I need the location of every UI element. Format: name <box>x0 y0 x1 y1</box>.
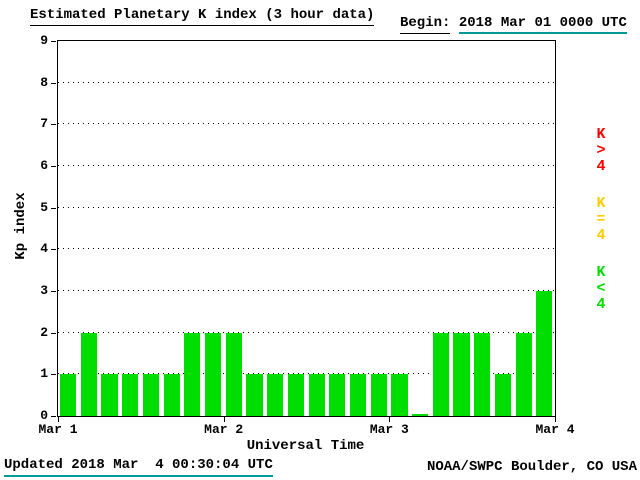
gridline <box>58 165 555 166</box>
legend-K-gt-4: K >4 <box>596 126 606 175</box>
kp-bar <box>329 374 346 416</box>
gridline <box>58 373 555 375</box>
x-tick-mark <box>58 417 59 422</box>
kp-bar <box>412 413 429 416</box>
gridline <box>58 206 555 208</box>
y-tick-label: 0 <box>40 408 48 423</box>
kp-bar <box>453 332 470 416</box>
kp-bar <box>267 374 284 416</box>
y-tick-label: 6 <box>40 158 48 173</box>
y-tick-mark <box>51 416 56 417</box>
kp-bar <box>287 374 304 416</box>
y-tick-label: 8 <box>40 74 48 90</box>
x-tick-label: Mar 1 <box>38 422 78 437</box>
kp-bar <box>432 332 449 416</box>
kp-bar <box>225 332 242 416</box>
kp-bar <box>474 332 491 416</box>
y-tick-mark <box>51 166 56 167</box>
x-axis-label: Universal Time <box>246 438 365 454</box>
y-tick-mark <box>51 291 56 292</box>
y-tick-mark <box>51 124 56 126</box>
kp-bar <box>494 374 512 416</box>
gridline <box>58 123 555 125</box>
x-tick-mark <box>223 417 225 422</box>
kp-bar <box>246 374 263 416</box>
kp-bar <box>184 332 201 416</box>
y-tick-label: 1 <box>40 366 48 382</box>
y-tick-label: 2 <box>40 324 48 340</box>
y-tick-label: 7 <box>40 116 48 132</box>
y-tick-mark <box>51 207 56 209</box>
y-tick-label: 5 <box>40 199 48 215</box>
kp-bar <box>515 332 532 416</box>
kp-bar <box>80 332 97 416</box>
kp-bar <box>142 374 160 416</box>
x-tick-label: Mar 2 <box>204 422 244 437</box>
legend-K-eq-4: K = 4 <box>596 195 606 244</box>
begin-value: 2018 Mar 01 0000 UTC <box>458 15 627 34</box>
gridline <box>58 331 555 333</box>
kp-bar <box>308 374 325 416</box>
kp-bar <box>204 332 222 416</box>
y-tick-mark <box>51 82 56 84</box>
kp-bar <box>536 291 553 416</box>
kp-bar <box>391 374 408 416</box>
updated-timestamp: Updated 2018 Mar 4 00:30:04 UTC <box>4 457 273 477</box>
y-tick-mark <box>51 374 56 376</box>
begin-label: Begin: <box>400 15 451 34</box>
x-tick-mark <box>389 417 391 422</box>
y-axis-label: Kp index <box>13 192 29 260</box>
kp-bar <box>370 374 387 416</box>
y-tick-mark <box>51 249 56 251</box>
y-tick-mark <box>51 41 56 42</box>
y-tick-label: 9 <box>40 33 48 48</box>
legend: K >4 K = 4 K <4 <box>592 127 610 313</box>
y-tick-label: 3 <box>40 283 48 298</box>
begin-line: Begin: 2018 Mar 01 0000 UTC <box>400 15 627 34</box>
x-tick-label: Mar 3 <box>369 422 409 437</box>
gridline <box>58 290 555 291</box>
kp-bar <box>101 374 118 416</box>
legend-K-lt-4: K <4 <box>596 264 606 313</box>
chart-title: Estimated Planetary K index (3 hour data… <box>30 7 375 26</box>
kp-bar <box>349 374 367 416</box>
kp-bar <box>60 374 77 416</box>
y-tick-mark <box>51 332 56 334</box>
x-tick-mark <box>555 417 556 422</box>
gridline <box>58 81 555 83</box>
credit-text: NOAA/SWPC Boulder, CO USA <box>426 459 637 475</box>
plot-area <box>57 40 556 417</box>
kp-bar <box>163 374 180 416</box>
gridline <box>58 248 555 250</box>
y-tick-label: 4 <box>40 241 48 257</box>
x-tick-label: Mar 4 <box>535 422 575 437</box>
kp-bar <box>122 374 139 416</box>
